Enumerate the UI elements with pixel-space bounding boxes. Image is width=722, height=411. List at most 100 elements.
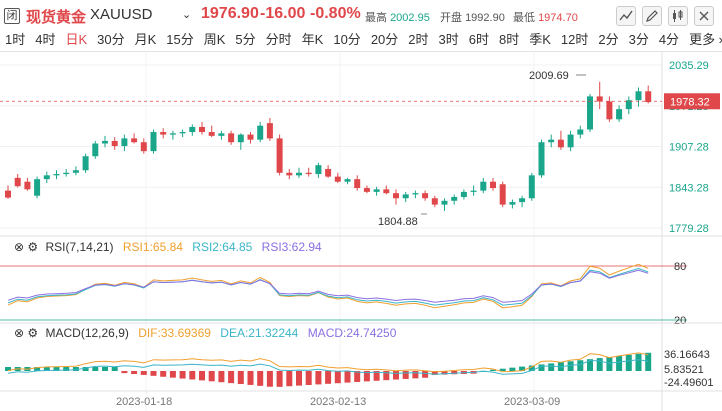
candle-body: [53, 174, 60, 176]
candle-body: [635, 91, 642, 101]
tab-8[interactable]: 分时: [265, 32, 292, 47]
tab-17[interactable]: 12时: [560, 32, 589, 47]
macd-bar: [237, 371, 244, 385]
macd-bar: [199, 371, 205, 381]
last-price: 1976.90: [201, 5, 259, 22]
candle-body: [441, 200, 448, 205]
tab-16[interactable]: 季K: [529, 32, 551, 47]
candle-body: [296, 172, 302, 176]
rsi2-value: RSI2:64.85: [192, 240, 253, 254]
macd-bar: [179, 371, 186, 379]
candle-body: [257, 125, 264, 140]
macd-bar: [431, 371, 438, 375]
tab-11[interactable]: 20分: [370, 32, 399, 47]
macd-bar: [587, 359, 593, 371]
macd-axis-label: 5.83521: [664, 364, 704, 376]
tab-0[interactable]: 1时: [5, 32, 26, 47]
macd-bar: [519, 366, 526, 371]
candle-body: [5, 190, 11, 198]
macd-bar: [247, 371, 254, 385]
candle-body: [92, 143, 99, 157]
candle-body: [596, 96, 603, 102]
macd-bar: [373, 371, 380, 381]
candle-body: [431, 198, 438, 205]
macd-bar: [305, 371, 312, 386]
macd-bar: [354, 371, 361, 382]
candle-body: [334, 176, 341, 182]
candle-body: [557, 139, 564, 148]
macd-bar: [645, 352, 652, 371]
candle-body: [373, 189, 380, 192]
tab-5[interactable]: 15分: [166, 32, 194, 47]
macd-dif-line: [7, 352, 649, 373]
tab-6[interactable]: 周K: [203, 32, 226, 47]
price-chart[interactable]: 2035.291971.281907.281843.281779.281978.…: [0, 51, 722, 411]
macd-bar: [441, 371, 448, 375]
rsi1-value: RSI1:65.84: [122, 240, 183, 254]
macd-bar: [208, 371, 215, 382]
candle-settings-icon[interactable]: [668, 6, 688, 26]
candle-body: [82, 156, 89, 171]
macd-bar: [528, 365, 535, 371]
candle-body: [43, 175, 50, 180]
close-icon[interactable]: [694, 6, 714, 26]
instrument-symbol[interactable]: XAUUSD: [90, 6, 153, 23]
tab-7[interactable]: 5分: [235, 32, 256, 47]
current-price-tag-bg: [664, 93, 720, 110]
macd-bar: [509, 367, 516, 371]
macd-bar: [121, 371, 128, 374]
macd-bar: [596, 358, 603, 371]
macd-bar: [635, 353, 642, 371]
candle-body: [606, 101, 613, 120]
candle-body: [587, 96, 593, 130]
macd-bar: [606, 357, 613, 371]
open-stat: 开盘 1992.90: [440, 9, 505, 25]
tab-2[interactable]: 日K: [65, 32, 88, 47]
low-label: 最低: [513, 12, 535, 24]
tab-3[interactable]: 30分: [97, 32, 125, 47]
macd-bar: [111, 367, 118, 371]
tab-4[interactable]: 月K: [134, 32, 157, 47]
candle-body: [199, 126, 205, 133]
tab-12[interactable]: 2时: [408, 32, 429, 47]
tab-10[interactable]: 10分: [333, 32, 361, 47]
candle-body: [393, 193, 399, 199]
candle-body: [422, 193, 429, 199]
macd-macd-value: MACD:24.74250: [307, 326, 397, 340]
tab-13[interactable]: 3时: [438, 32, 459, 47]
rsi-label: RSI(7,14,21): [45, 240, 114, 254]
macd-dea-line: [7, 359, 649, 375]
macd-bar: [218, 371, 225, 383]
macd-bar: [383, 371, 390, 381]
candle-body: [616, 109, 623, 120]
macd-bar: [140, 371, 147, 375]
tab-9[interactable]: 年K: [301, 32, 324, 47]
macd-bar: [334, 371, 341, 384]
macd-bar: [169, 371, 176, 378]
symbol-dropdown-icon[interactable]: ⌄: [182, 9, 192, 21]
indicator-icon[interactable]: [616, 6, 636, 26]
macd-bar: [228, 371, 235, 384]
draw-icon[interactable]: [642, 6, 662, 26]
macd-axis-label: 36.16643: [664, 349, 710, 361]
candle-body: [131, 138, 138, 143]
close-quote-button[interactable]: 闭: [4, 8, 20, 24]
tab-20[interactable]: 4分: [658, 32, 680, 47]
tab-19[interactable]: 3分: [628, 32, 649, 47]
macd-bar: [344, 371, 351, 383]
candle-body: [208, 132, 215, 136]
tab-15[interactable]: 8时: [498, 32, 520, 47]
candle-body: [24, 181, 31, 190]
tab-14[interactable]: 6时: [468, 32, 489, 47]
tab-21[interactable]: 更多 ›: [689, 32, 722, 47]
tab-1[interactable]: 4时: [35, 32, 56, 47]
high-stat: 最高 2002.95: [365, 9, 430, 25]
date-label: 2023-02-13: [310, 396, 366, 408]
macd-bar: [53, 367, 60, 371]
candle-body: [344, 179, 351, 182]
macd-bar: [257, 371, 264, 386]
candle-body: [363, 188, 370, 192]
tab-18[interactable]: 2分: [598, 32, 619, 47]
candle-body: [121, 138, 128, 147]
candle-body: [315, 165, 322, 175]
